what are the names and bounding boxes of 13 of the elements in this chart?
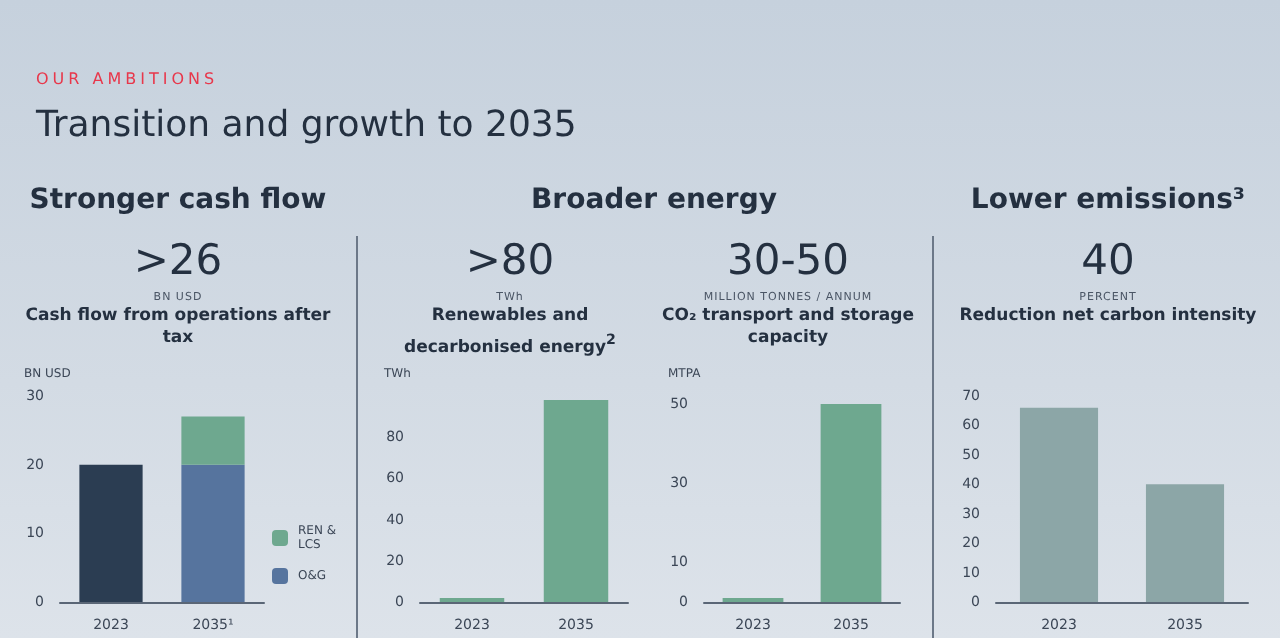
text: Lower emissions³ [968, 184, 1248, 216]
chart-title: Renewables and decarbonised energy$^{2}$ [402, 306, 618, 360]
chart-title: Cash flow from operations after tax [23, 306, 333, 350]
chart-title: Reduction net carbon intensity [957, 306, 1259, 328]
text: 30-50 [724, 236, 852, 284]
text: Transition and growth to 2035 [36, 104, 577, 146]
text: 40 [1079, 236, 1137, 284]
text: Stronger cash flow [27, 184, 329, 216]
text: >26 [131, 236, 225, 284]
text: >80 [463, 236, 557, 284]
text: OUR AMBITIONS [36, 70, 219, 88]
text: Broader energy [529, 184, 779, 216]
chart-title: CO₂ transport and storage capacity [660, 306, 916, 350]
